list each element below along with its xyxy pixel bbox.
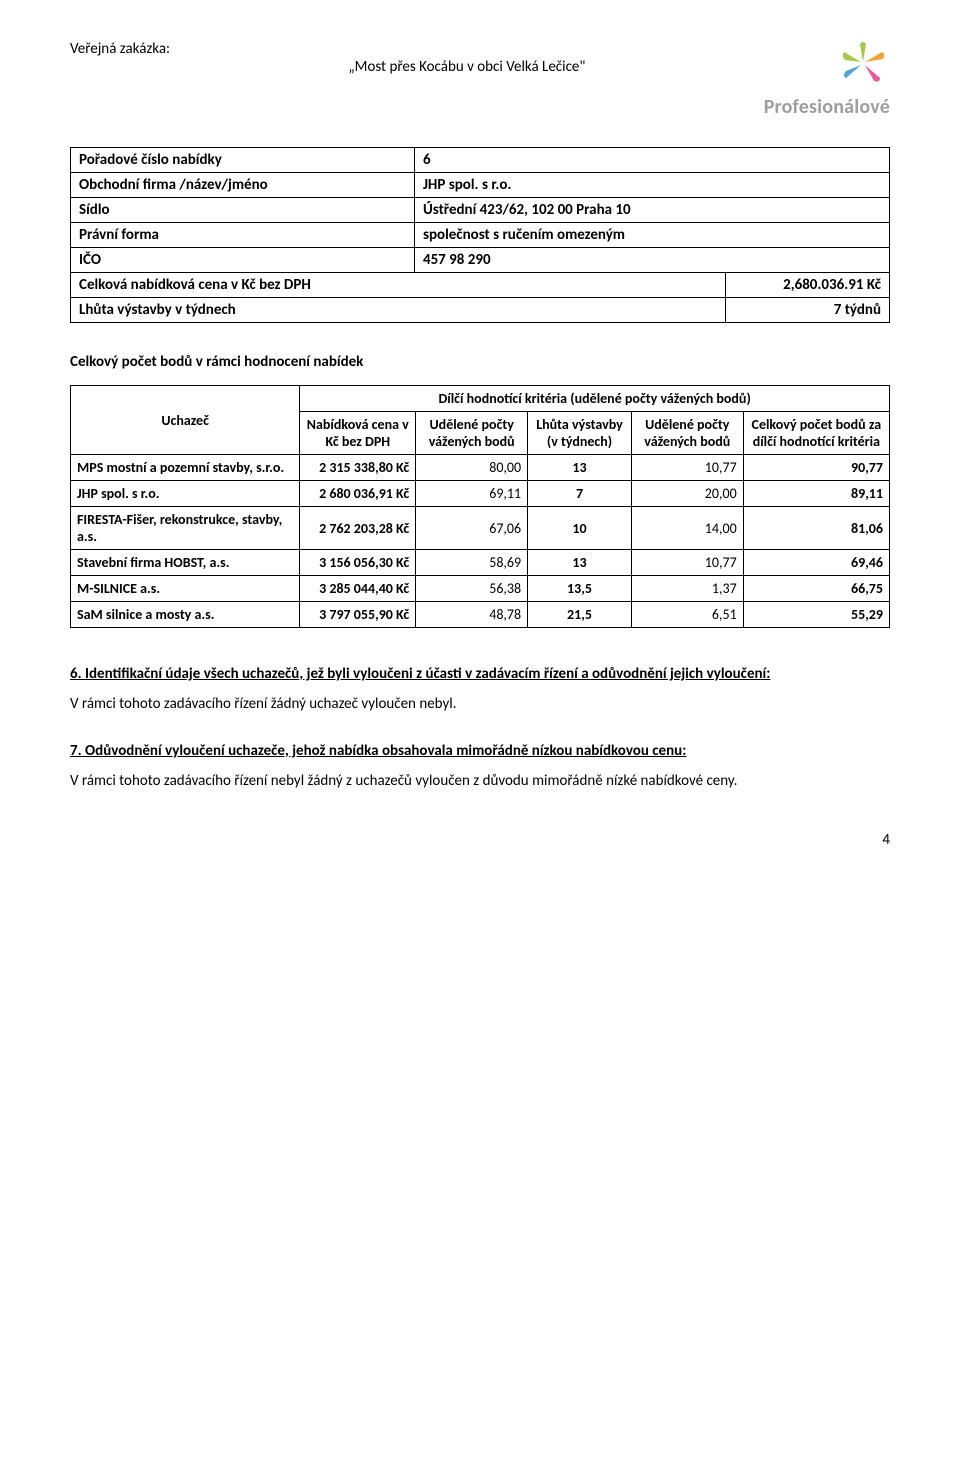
detail-value: JHP spol. s r.o. [414, 173, 889, 198]
eval-cell: SaM silnice a mosty a.s. [71, 602, 300, 628]
eval-cell: 90,77 [743, 455, 889, 481]
eval-cell: 81,06 [743, 507, 889, 550]
detail-value: Ústřední 423/62, 102 00 Praha 10 [414, 198, 889, 223]
eval-cell: 66,75 [743, 576, 889, 602]
detail-row: Celková nabídková cena v Kč bez DPH2,680… [71, 273, 890, 298]
detail-label: Obchodní firma /název/jméno [71, 173, 415, 198]
eval-cell: Stavební firma HOBST, a.s. [71, 550, 300, 576]
eval-row: M-SILNICE a.s.3 285 044,40 Kč56,3813,51,… [71, 576, 890, 602]
eval-cell: 13 [528, 455, 632, 481]
eval-cell: 89,11 [743, 481, 889, 507]
eval-row: FIRESTA-Fišer, rekonstrukce, stavby, a.s… [71, 507, 890, 550]
detail-value: 457 98 290 [414, 248, 889, 273]
eval-cell: 1,37 [631, 576, 743, 602]
eval-cell: 14,00 [631, 507, 743, 550]
detail-value: 6 [414, 148, 889, 173]
eval-cell: 13 [528, 550, 632, 576]
logo-brand-text: Profesionálové [764, 95, 890, 119]
bid-detail-table: Pořadové číslo nabídky6Obchodní firma /n… [70, 147, 890, 323]
section6-heading: 6. Identifikační údaje všech uchazečů, j… [70, 664, 890, 684]
eval-cell: JHP spol. s r.o. [71, 481, 300, 507]
eval-cell: 10 [528, 507, 632, 550]
header-center: „Most přes Kocábu v obci Velká Lečice" [170, 40, 764, 76]
page-header: Veřejná zakázka: „Most přes Kocábu v obc… [70, 40, 890, 119]
eval-cell: 7 [528, 481, 632, 507]
logo-star-icon [836, 40, 890, 88]
header-left: Veřejná zakázka: [70, 40, 170, 58]
detail-label: IČO [71, 248, 415, 273]
detail-row: Pořadové číslo nabídky6 [71, 148, 890, 173]
eval-row: MPS mostní a pozemní stavby, s.r.o.2 315… [71, 455, 890, 481]
eval-cell: 69,11 [416, 481, 528, 507]
eval-cell: 21,5 [528, 602, 632, 628]
eval-cell: 55,29 [743, 602, 889, 628]
eval-cell: 67,06 [416, 507, 528, 550]
eval-cell: 6,51 [631, 602, 743, 628]
eval-cell: 3 797 055,90 Kč [300, 602, 416, 628]
eval-cell: 2 680 036,91 Kč [300, 481, 416, 507]
eval-cell: 56,38 [416, 576, 528, 602]
eval-cell: 2 315 338,80 Kč [300, 455, 416, 481]
eval-row: JHP spol. s r.o.2 680 036,91 Kč69,11720,… [71, 481, 890, 507]
eval-cell: 3 156 056,30 Kč [300, 550, 416, 576]
eval-cell: 20,00 [631, 481, 743, 507]
col-criteria-group: Dílčí hodnotící kritéria (udělené počty … [300, 386, 890, 412]
detail-label: Lhůta výstavby v týdnech [71, 298, 726, 323]
eval-col-header: Nabídková cena v Kč bez DPH [300, 412, 416, 455]
detail-value: 2,680.036.91 Kč [726, 273, 890, 298]
eval-cell: 13,5 [528, 576, 632, 602]
detail-row: IČO457 98 290 [71, 248, 890, 273]
detail-row: Lhůta výstavby v týdnech7 týdnů [71, 298, 890, 323]
detail-label: Právní forma [71, 223, 415, 248]
eval-cell: 10,77 [631, 550, 743, 576]
eval-cell: MPS mostní a pozemní stavby, s.r.o. [71, 455, 300, 481]
eval-cell: FIRESTA-Fišer, rekonstrukce, stavby, a.s… [71, 507, 300, 550]
detail-value: 7 týdnů [726, 298, 890, 323]
detail-row: Obchodní firma /název/jménoJHP spol. s r… [71, 173, 890, 198]
detail-row: SídloÚstřední 423/62, 102 00 Praha 10 [71, 198, 890, 223]
eval-cell: 10,77 [631, 455, 743, 481]
detail-value: společnost s ručením omezeným [414, 223, 889, 248]
eval-cell: 2 762 203,28 Kč [300, 507, 416, 550]
detail-row: Právní formaspolečnost s ručením omezený… [71, 223, 890, 248]
evaluation-table: Uchazeč Dílčí hodnotící kritéria (udělen… [70, 385, 890, 628]
page-number: 4 [70, 831, 890, 849]
detail-label: Pořadové číslo nabídky [71, 148, 415, 173]
logo-block: Profesionálové [764, 40, 890, 119]
section7-heading: 7. Odůvodnění vyloučení uchazeče, jehož … [70, 741, 890, 761]
col-uchazec: Uchazeč [71, 386, 300, 455]
eval-cell: M-SILNICE a.s. [71, 576, 300, 602]
section7-body: V rámci tohoto zadávacího řízení nebyl ž… [70, 771, 890, 791]
eval-cell: 48,78 [416, 602, 528, 628]
detail-rows: Pořadové číslo nabídky6Obchodní firma /n… [71, 148, 890, 323]
eval-cell: 80,00 [416, 455, 528, 481]
eval-row: Stavební firma HOBST, a.s.3 156 056,30 K… [71, 550, 890, 576]
eval-cell: 58,69 [416, 550, 528, 576]
eval-heading: Celkový počet bodů v rámci hodnocení nab… [70, 353, 890, 371]
eval-col-header: Udělené počty vážených bodů [631, 412, 743, 455]
eval-col-header: Celkový počet bodů za dílčí hodnotící kr… [743, 412, 889, 455]
eval-cell: 3 285 044,40 Kč [300, 576, 416, 602]
section6-body: V rámci tohoto zadávacího řízení žádný u… [70, 694, 890, 714]
eval-cell: 69,46 [743, 550, 889, 576]
detail-label: Celková nabídková cena v Kč bez DPH [71, 273, 726, 298]
eval-row: SaM silnice a mosty a.s.3 797 055,90 Kč4… [71, 602, 890, 628]
eval-col-header: Lhůta výstavby (v týdnech) [528, 412, 632, 455]
eval-col-header: Udělené počty vážených bodů [416, 412, 528, 455]
detail-label: Sídlo [71, 198, 415, 223]
